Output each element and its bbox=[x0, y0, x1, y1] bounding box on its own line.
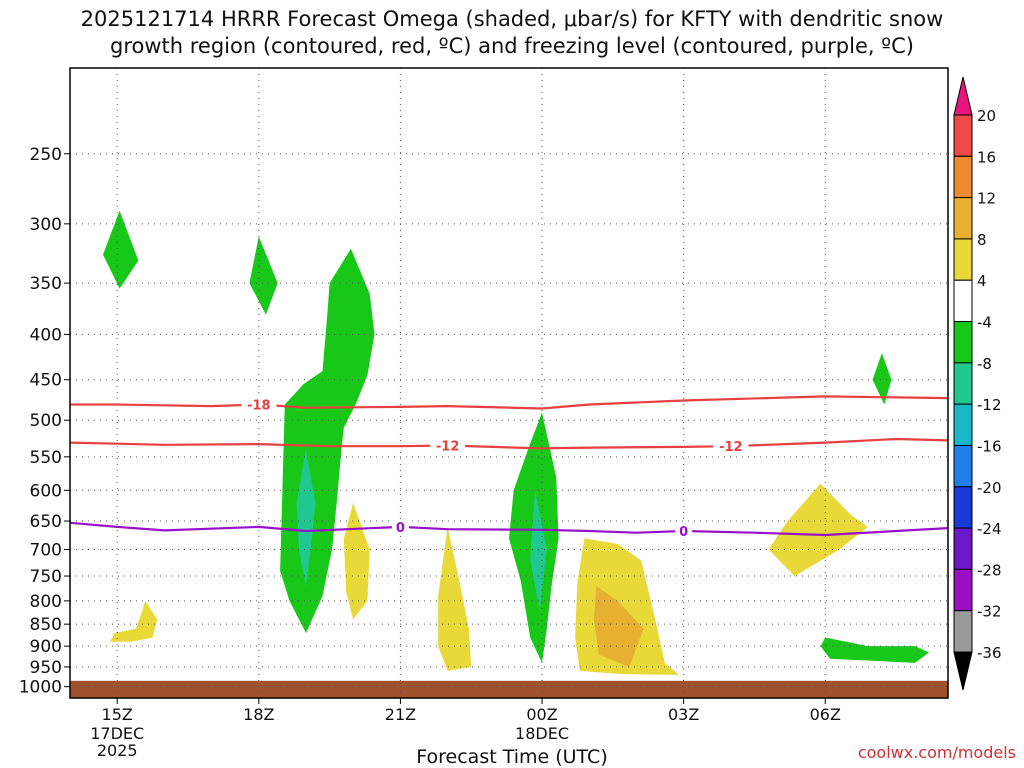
colorbar-label-0: 20 bbox=[977, 107, 996, 125]
contour-label-bg-0 bbox=[241, 396, 277, 413]
colorbar-label-10: -24 bbox=[977, 520, 1002, 538]
omega-region-5 bbox=[438, 526, 472, 671]
colorbar-bottom-arrow bbox=[953, 651, 973, 691]
contour-label-4: 0 bbox=[679, 525, 688, 540]
y-tick-label-300: 300 bbox=[30, 215, 62, 235]
omega-region-4 bbox=[343, 502, 370, 620]
omega-region-10 bbox=[768, 483, 868, 577]
colorbar-label-11: -28 bbox=[977, 561, 1002, 579]
contour-label-2: -12 bbox=[719, 440, 743, 455]
plot-frame bbox=[69, 67, 949, 699]
colorbar-box-7 bbox=[953, 403, 973, 446]
omega-region-13 bbox=[110, 600, 158, 642]
x-tick-label-15Z: 15Z bbox=[102, 705, 133, 724]
colorbar-label-5: -4 bbox=[977, 314, 992, 332]
y-tick-label-950: 950 bbox=[30, 658, 62, 678]
omega-region-7 bbox=[530, 490, 547, 611]
colorbar-box-4 bbox=[953, 279, 973, 323]
y-tick-label-450: 450 bbox=[30, 371, 62, 391]
colorbar-box-8 bbox=[953, 444, 973, 488]
colorbar-box-2 bbox=[953, 197, 973, 240]
colorbar-label-12: -32 bbox=[977, 603, 1002, 621]
chart-title-line-2: growth region (contoured, red, ºC) and f… bbox=[110, 34, 914, 58]
omega-region-0 bbox=[103, 210, 139, 289]
contour-label-bg-1 bbox=[430, 437, 466, 454]
colorbar-label-1: 16 bbox=[977, 148, 996, 166]
x-tick-label-06Z: 06Z bbox=[810, 705, 841, 724]
colorbar-label-8: -16 bbox=[977, 437, 1002, 455]
omega-region-3 bbox=[296, 449, 316, 587]
x-tick-sublabel-17DEC: 17DEC bbox=[90, 724, 144, 743]
contour-line-3 bbox=[70, 521, 948, 537]
x-tick-label-18Z: 18Z bbox=[243, 705, 274, 724]
omega-region-1 bbox=[249, 236, 278, 315]
contour-label-1: -12 bbox=[436, 439, 460, 454]
y-tick-label-900: 900 bbox=[30, 637, 62, 657]
colorbar-box-0 bbox=[953, 114, 973, 157]
colorbar-box-5 bbox=[953, 321, 973, 364]
y-tick-label-400: 400 bbox=[30, 325, 62, 345]
omega-region-9 bbox=[594, 586, 644, 667]
colorbar-box-10 bbox=[953, 527, 973, 570]
x-tick-label-21Z: 21Z bbox=[385, 705, 416, 724]
contour-label-bg-3 bbox=[391, 518, 409, 535]
y-tick-label-350: 350 bbox=[30, 274, 62, 294]
colorbar-box-9 bbox=[953, 486, 973, 529]
x-tick-label-00Z: 00Z bbox=[526, 705, 557, 724]
colorbar-label-4: 4 bbox=[977, 272, 987, 290]
colorbar-box-3 bbox=[953, 238, 973, 281]
omega-region-11 bbox=[872, 353, 892, 405]
colorbar-box-12 bbox=[953, 610, 973, 653]
colorbar-label-2: 12 bbox=[977, 190, 996, 208]
x-axis-label: Forecast Time (UTC) bbox=[416, 746, 608, 768]
contour-label-bg-2 bbox=[713, 438, 749, 455]
omega-region-12 bbox=[820, 637, 930, 663]
x-tick-label-03Z: 03Z bbox=[668, 705, 699, 724]
credit-link[interactable]: coolwx.com/models bbox=[857, 743, 1016, 762]
y-tick-label-750: 750 bbox=[30, 567, 62, 587]
colorbar-label-3: 8 bbox=[977, 231, 987, 249]
colorbar-label-6: -8 bbox=[977, 355, 992, 373]
y-tick-label-1000: 1000 bbox=[19, 678, 62, 698]
chart-title-line-1: 2025121714 HRRR Forecast Omega (shaded, … bbox=[80, 7, 944, 31]
y-tick-label-500: 500 bbox=[30, 411, 62, 431]
x-tick-sublabel-18DEC: 18DEC bbox=[515, 724, 569, 743]
contour-label-0: -18 bbox=[247, 399, 271, 414]
colorbar-box-6 bbox=[953, 362, 973, 405]
y-tick-label-250: 250 bbox=[30, 145, 62, 165]
y-tick-label-600: 600 bbox=[30, 481, 62, 501]
contour-label-bg-4 bbox=[675, 522, 693, 539]
y-tick-label-650: 650 bbox=[30, 512, 62, 532]
contour-line-1 bbox=[70, 437, 948, 450]
x-tick-sublabel-2025: 2025 bbox=[97, 741, 138, 760]
colorbar-top-arrow bbox=[953, 76, 973, 116]
contour-line-0 bbox=[70, 395, 948, 410]
y-tick-label-850: 850 bbox=[30, 615, 62, 635]
y-tick-label-700: 700 bbox=[30, 541, 62, 561]
colorbar-label-7: -12 bbox=[977, 396, 1002, 414]
colorbar-label-13: -36 bbox=[977, 644, 1002, 662]
colorbar-label-9: -20 bbox=[977, 479, 1002, 497]
y-tick-label-550: 550 bbox=[30, 448, 62, 468]
ground-fill bbox=[70, 680, 948, 698]
colorbar-box-11 bbox=[953, 568, 973, 612]
y-tick-label-800: 800 bbox=[30, 592, 62, 612]
contour-label-3: 0 bbox=[396, 521, 405, 536]
colorbar-box-1 bbox=[953, 155, 973, 199]
